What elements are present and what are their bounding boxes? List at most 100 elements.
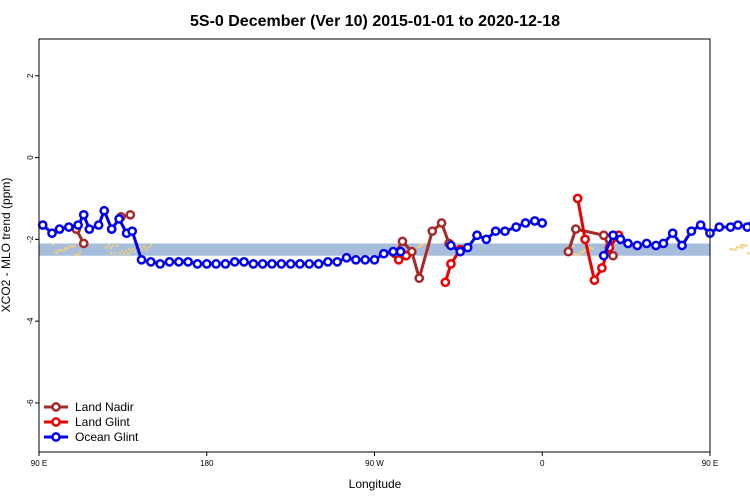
ocean-glint-point	[78, 209, 89, 220]
ocean-glint-point	[127, 226, 138, 237]
land-nadir-point	[598, 230, 609, 241]
ocean-glint-point	[47, 228, 57, 239]
ocean-glint-point	[285, 259, 296, 269]
legend-label: Land Nadir	[75, 400, 134, 414]
land-glint-point	[580, 234, 590, 245]
ocean-glint-point	[276, 259, 287, 269]
ocean-glint-point	[733, 220, 743, 230]
land-nadir-point	[414, 273, 425, 284]
ocean-glint-point	[136, 254, 147, 265]
legend-label: Land Glint	[75, 415, 130, 429]
ocean-glint-point	[695, 220, 706, 230]
land-glint-point	[589, 275, 600, 286]
y-tick-label: -4	[26, 317, 35, 325]
ocean-glint-point	[608, 230, 618, 241]
legend-swatch-marker	[51, 432, 61, 442]
legend-item-ocean-glint: Ocean Glint	[44, 430, 139, 444]
land-nadir-point	[397, 236, 408, 247]
ocean-glint-point	[641, 238, 652, 249]
ocean-glint-point	[615, 234, 626, 245]
x-tick-label: 90 W	[365, 459, 384, 468]
ocean-glint-point	[183, 257, 193, 267]
y-tick-label: 0	[26, 155, 35, 160]
ocean-glint-point	[341, 252, 352, 263]
land-area	[105, 243, 153, 256]
ocean-glint-point	[84, 224, 95, 234]
ocean-glint-point	[455, 246, 466, 257]
plot-area	[37, 193, 750, 288]
legend-swatch-marker	[51, 402, 61, 412]
land-nadir-point	[125, 209, 136, 220]
ocean-glint-point	[106, 224, 117, 234]
x-tick-label: 0	[540, 459, 545, 468]
ocean-glint-point	[395, 246, 406, 257]
ocean-glint-point	[511, 222, 522, 232]
ocean-glint-point	[378, 248, 389, 259]
ocean-glint-point	[658, 238, 669, 249]
land-glint-point	[446, 259, 456, 269]
ocean-glint-point	[446, 240, 456, 251]
ocean-glint-point	[54, 224, 65, 234]
y-tick-label: -6	[26, 399, 35, 407]
legend-item-land-glint: Land Glint	[44, 415, 130, 429]
ocean-glint-point	[651, 240, 661, 251]
legend-label: Ocean Glint	[75, 430, 139, 444]
ocean-glint-point	[677, 240, 687, 251]
ocean-glint-point	[248, 259, 259, 269]
ocean-glint-point	[520, 218, 531, 228]
x-axis-label: Longitude	[349, 477, 402, 491]
ocean-glint-point	[725, 222, 736, 232]
ocean-glint-point	[714, 222, 725, 232]
land-nadir-point	[563, 246, 574, 257]
ocean-glint-point	[201, 259, 212, 269]
legend-item-land-nadir: Land Nadir	[44, 400, 134, 414]
ocean-glint-point	[632, 240, 643, 251]
ocean-glint-point	[351, 254, 361, 265]
land-glint-point	[572, 193, 583, 204]
ocean-glint-point	[323, 257, 333, 267]
ocean-glint-point	[598, 250, 609, 261]
ocean-glint-point	[369, 254, 380, 265]
ocean-glint-point	[192, 259, 203, 269]
ocean-glint-point	[462, 242, 473, 253]
ocean-glint-point	[220, 259, 231, 269]
land-glint-point	[597, 263, 607, 273]
ocean-glint-point	[742, 222, 750, 232]
ocean-glint-point	[388, 246, 398, 257]
ocean-glint-point	[164, 257, 175, 267]
ocean-glint-point	[173, 257, 184, 267]
ocean-glint-point	[73, 220, 83, 230]
ocean-glint-point	[360, 254, 371, 265]
land-nadir-point	[427, 226, 438, 237]
ocean-glint-point	[332, 257, 343, 267]
ocean-glint-point	[686, 226, 697, 237]
ocean-glint-point	[114, 214, 124, 224]
x-tick-label: 90 E	[702, 459, 718, 468]
ocean-glint-point	[267, 259, 277, 269]
ocean-glint-point	[229, 257, 240, 267]
land-nadir-point	[570, 224, 581, 234]
ocean-glint-point	[481, 234, 492, 245]
ocean-glint-point	[37, 220, 48, 230]
ocean-glint-line	[602, 221, 750, 257]
land-nadir-point	[436, 218, 447, 228]
ocean-glint-point	[257, 259, 268, 269]
land-area	[729, 243, 750, 255]
axis-ticks: 90 E 180 90 W 0 90 E 2 0 -2 -4 -6	[26, 73, 718, 468]
x-tick-label: 90 E	[31, 459, 47, 468]
ocean-glint-point	[500, 226, 510, 237]
ocean-glint-point	[155, 259, 166, 269]
ocean-glint-point	[99, 205, 110, 216]
y-tick-label: -2	[26, 235, 35, 243]
ocean-glint-point	[490, 226, 501, 237]
land-nadir-point	[608, 250, 618, 261]
ocean-glint-point	[295, 259, 305, 269]
y-axis-label: XCO2 - MLO trend (ppm)	[0, 178, 13, 313]
land-area	[52, 243, 82, 256]
x-tick-label: 180	[200, 459, 214, 468]
ocean-glint-point	[313, 259, 324, 269]
ocean-glint-point	[304, 259, 315, 269]
reference-band	[39, 243, 710, 256]
